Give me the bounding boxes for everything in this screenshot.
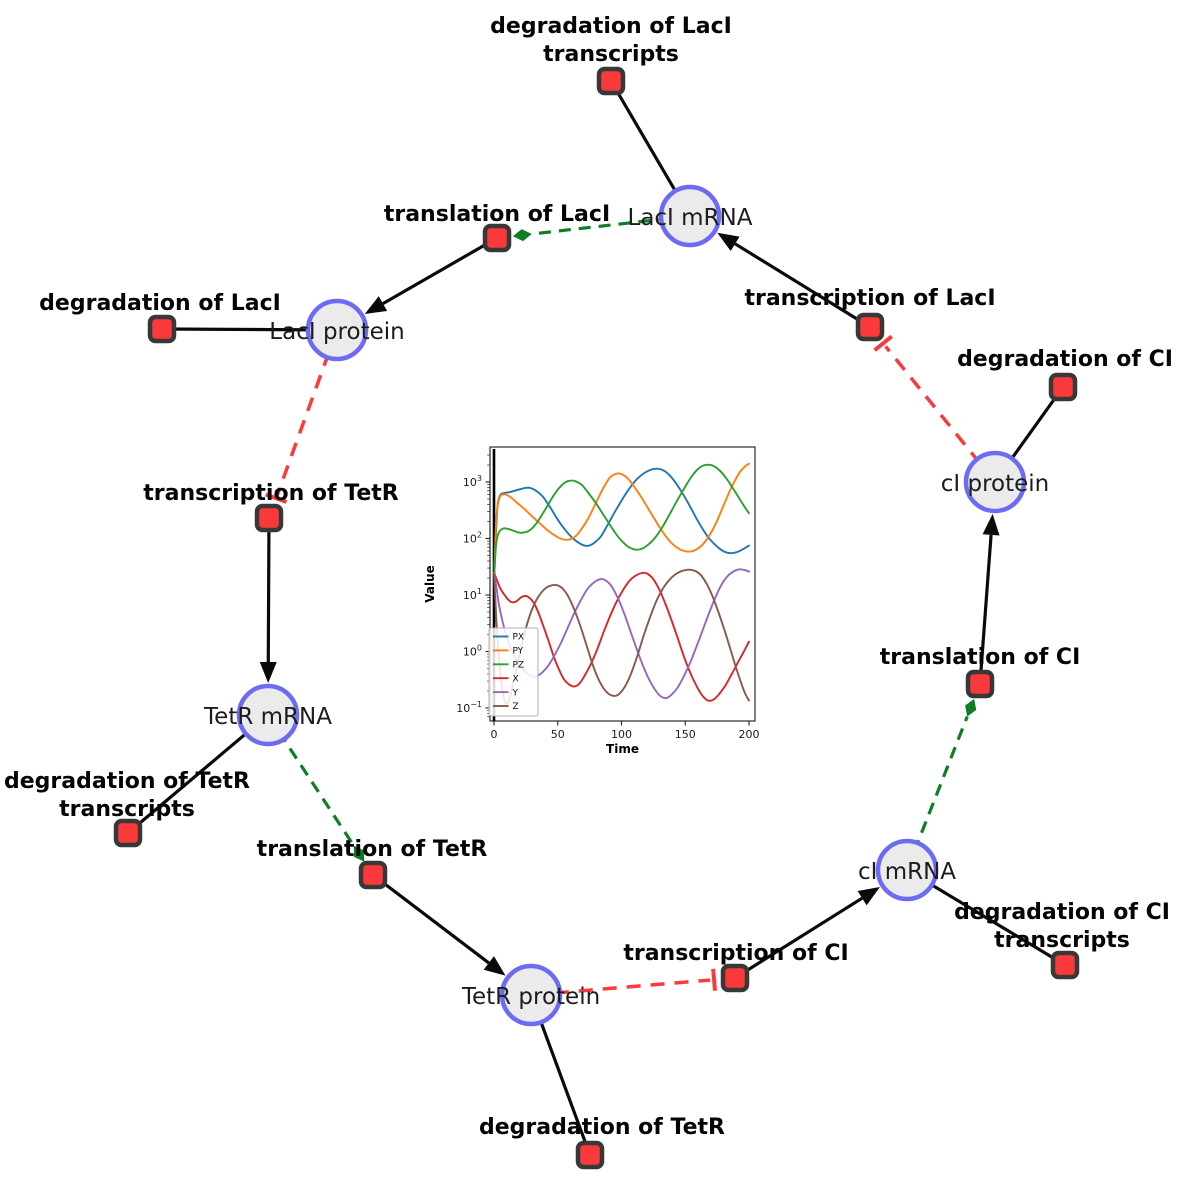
- x-axis-tick-label: 0: [491, 728, 498, 741]
- node-layer: [113, 66, 1080, 1170]
- reaction-node-degradation-laci: [147, 314, 177, 344]
- arrowhead-translation-tetr: [483, 956, 506, 976]
- species-label-laci-protein: LacI protein: [269, 319, 404, 345]
- reaction-label-degradation-tetr-transcripts: degradation of TetR: [4, 769, 250, 794]
- x-axis-title: Time: [606, 742, 639, 756]
- reaction-node-transcription-ci: [720, 963, 750, 993]
- chart-series-X: [493, 571, 750, 702]
- reaction-node-translation-laci: [482, 223, 512, 253]
- reaction-label-degradation-laci-transcripts: degradation of LacI: [490, 14, 732, 39]
- legend-entry-PZ: PZ: [513, 661, 525, 671]
- reaction-label-translation-ci: translation of CI: [880, 645, 1081, 670]
- legend-entry-PX: PX: [513, 633, 525, 643]
- reaction-label-transcription-ci: transcription of CI: [623, 941, 848, 966]
- reaction-label-degradation-tetr: degradation of TetR: [479, 1115, 725, 1140]
- arrowhead-translation-laci: [364, 296, 388, 315]
- label-layer: degradation of LacI transcripts translatio…: [4, 14, 1173, 1140]
- x-axis-tick-label: 50: [551, 728, 565, 741]
- x-axis-tick-label: 100: [611, 728, 632, 741]
- chart-series-PX: [493, 467, 750, 574]
- species-node-tetr-mrna: [236, 683, 300, 747]
- species-node-tetr-protein: [499, 963, 563, 1027]
- species-node-ci-protein: [963, 450, 1027, 514]
- species-node-ci-mrna: [875, 838, 939, 902]
- reaction-label-degradation-laci: degradation of LacI: [39, 291, 281, 316]
- species-label-tetr-protein: TetR protein: [461, 984, 600, 1010]
- edge-product-transcription-laci: [734, 242, 871, 329]
- reaction-node-degradation-laci-transcripts: [596, 66, 626, 96]
- species-node-laci-mrna: [658, 184, 722, 248]
- chart-series-PY: [493, 462, 750, 574]
- edge-product-transcription-ci: [734, 896, 863, 980]
- reaction-label-degradation-ci-transcripts: degradation of CI: [954, 900, 1170, 925]
- modifier-diamond-translation-ci: [965, 698, 977, 717]
- reaction-node-translation-ci: [965, 669, 995, 699]
- species-label-tetr-mrna: TetR mRNA: [203, 704, 332, 730]
- reaction-label-degradation-ci: degradation of CI: [957, 347, 1173, 372]
- y-axis-title: Value: [423, 565, 437, 603]
- reaction-label-degradation-ci-transcripts: transcripts: [994, 928, 1130, 953]
- species-node-laci-protein: [305, 298, 369, 362]
- x-axis-tick-label: 200: [739, 728, 760, 741]
- legend-entry-Z: Z: [513, 702, 519, 712]
- modifier-diamond-translation-laci: [512, 229, 532, 242]
- edge-product-transcription-tetr: [266, 517, 271, 663]
- reaction-node-degradation-ci: [1048, 372, 1078, 402]
- chart-series-PZ: [493, 463, 750, 574]
- reaction-label-transcription-tetr: transcription of TetR: [143, 481, 399, 506]
- reaction-node-degradation-tetr: [575, 1140, 605, 1170]
- inhibitor-bar-transcription-laci: [873, 334, 894, 352]
- chart-legend: PX PY PZ XYZ: [488, 627, 539, 717]
- species-label-ci-protein: cI protein: [941, 471, 1050, 497]
- reaction-node-transcription-tetr: [254, 503, 284, 533]
- reaction-node-degradation-ci-transcripts: [1050, 950, 1080, 980]
- timecourse-chart: 0 50 100 150 20010−1100101102103TimeValuePXP…: [415, 433, 780, 768]
- edge-product-translation-laci: [382, 236, 498, 305]
- species-label-laci-mrna: LacI mRNA: [628, 205, 753, 231]
- legend-entry-X: X: [513, 674, 519, 684]
- reaction-node-degradation-tetr-transcripts: [113, 818, 143, 848]
- x-axis-tick-label: 150: [675, 728, 696, 741]
- reaction-node-transcription-laci: [855, 312, 885, 342]
- reaction-label-degradation-tetr-transcripts: transcripts: [59, 797, 195, 822]
- legend-entry-Y: Y: [512, 688, 519, 698]
- legend-entry-PY: PY: [513, 647, 524, 657]
- reaction-label-degradation-laci-transcripts: transcripts: [543, 42, 679, 67]
- arrowhead-transcription-laci: [717, 232, 740, 252]
- arrowhead-transcription-ci: [857, 887, 880, 906]
- reaction-node-translation-tetr: [358, 860, 388, 890]
- arrowhead-transcription-tetr: [259, 661, 277, 684]
- species-label-ci-mrna: cI mRNA: [858, 859, 956, 885]
- modifier-diamond-translation-tetr: [353, 845, 365, 862]
- edge-product-translation-tetr: [372, 873, 490, 965]
- inhibitor-bar-transcription-ci: [711, 968, 717, 991]
- reaction-label-transcription-laci: transcription of LacI: [744, 286, 995, 311]
- edge-product-translation-ci: [978, 534, 993, 685]
- reaction-label-translation-laci: translation of LacI: [384, 202, 610, 227]
- inhibitor-bar-transcription-tetr: [265, 492, 288, 504]
- arrowhead-translation-ci: [982, 513, 1000, 536]
- reaction-label-translation-tetr: translation of TetR: [257, 837, 488, 862]
